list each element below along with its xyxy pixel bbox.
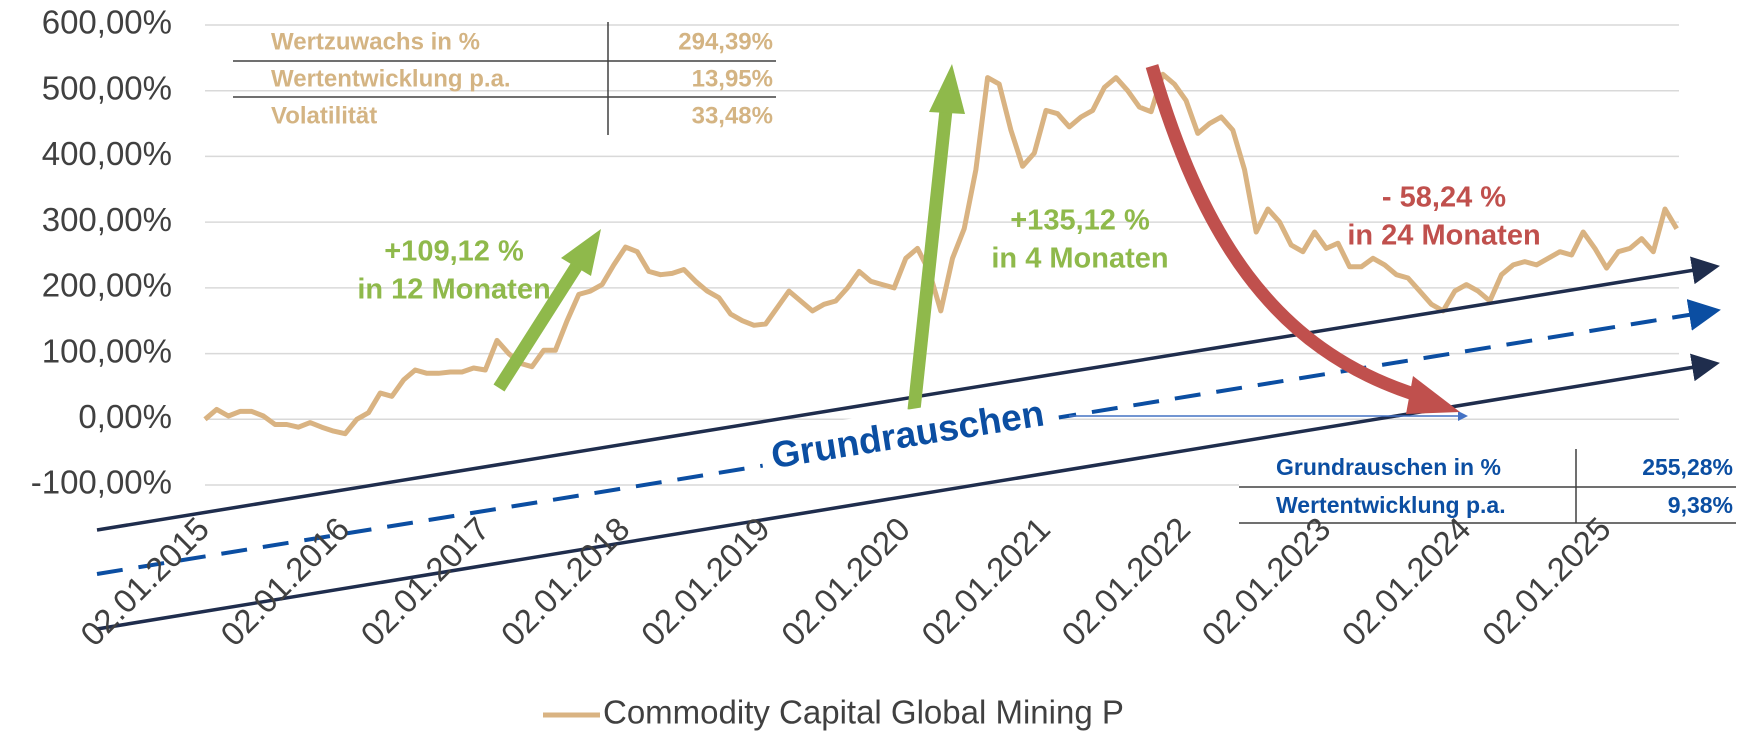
fall-arrow-shaft — [1145, 64, 1422, 403]
table-value: 255,28% — [1642, 454, 1733, 480]
annotation: +135,12 % — [1010, 205, 1150, 237]
rise-arrow-head — [929, 64, 965, 114]
y-tick-label: -100,00% — [31, 464, 172, 501]
table-bg — [1239, 449, 1736, 523]
annotation: in 24 Monaten — [1347, 220, 1540, 252]
x-tick-label: 02.01.2016 — [213, 510, 356, 653]
x-tick-label: 02.01.2025 — [1475, 510, 1618, 653]
table-label: Volatilität — [271, 102, 377, 129]
series-line — [203, 71, 1679, 437]
rise-arrow-head — [561, 229, 601, 276]
y-tick-label: 500,00% — [42, 69, 172, 106]
table-label: Grundrauschen in % — [1276, 454, 1501, 480]
x-tick-label: 02.01.2022 — [1054, 510, 1197, 653]
x-tick-label: 02.01.2017 — [353, 510, 496, 653]
y-tick-label: 300,00% — [42, 201, 172, 238]
table-value: 13,95% — [692, 65, 773, 92]
rise-arrow-shaft — [493, 260, 584, 392]
y-tick-label: 200,00% — [42, 267, 172, 304]
plot-area — [203, 71, 1679, 437]
x-tick-label: 02.01.2019 — [634, 510, 777, 653]
annotation: in 4 Monaten — [991, 243, 1168, 275]
table-value: 33,48% — [692, 102, 773, 129]
table-label: Wertzuwachs in % — [271, 28, 480, 55]
y-tick-label: 100,00% — [42, 332, 172, 369]
x-tick-label: 02.01.2024 — [1335, 510, 1478, 653]
y-tick-label: 400,00% — [42, 135, 172, 172]
rise-arrow-shaft — [907, 109, 953, 411]
stats-table: Wertzuwachs in % 294,39% Wertentwicklung… — [233, 22, 776, 135]
annotation: +109,12 % — [384, 236, 524, 268]
channel-upper — [96, 256, 1720, 532]
annotation: in 12 Monaten — [357, 274, 550, 306]
x-tick-label: 02.01.2023 — [1194, 510, 1337, 653]
annotation: - 58,24 % — [1382, 182, 1506, 214]
fall-arrow-head — [1406, 376, 1460, 414]
arrows — [493, 64, 1460, 414]
noise-table: Grundrauschen in % 255,28% Wertentwicklu… — [1239, 449, 1736, 524]
table-value: 9,38% — [1668, 492, 1733, 518]
table-label: Wertentwicklung p.a. — [271, 65, 511, 92]
channel-label: Grundrauschen — [768, 393, 1047, 477]
label-bg — [757, 386, 1062, 483]
y-tick-label: 600,00% — [42, 4, 172, 41]
legend-label: Commodity Capital Global Mining P — [603, 694, 1124, 731]
x-tick-label: 02.01.2015 — [73, 510, 216, 653]
y-tick-label: 0,00% — [78, 398, 172, 435]
table-value: 294,39% — [678, 28, 773, 55]
table-label: Wertentwicklung p.a. — [1276, 492, 1506, 518]
x-tick-label: 02.01.2020 — [774, 510, 917, 653]
x-tick-label: 02.01.2018 — [494, 510, 637, 653]
x-tick-label: 02.01.2021 — [914, 510, 1057, 653]
